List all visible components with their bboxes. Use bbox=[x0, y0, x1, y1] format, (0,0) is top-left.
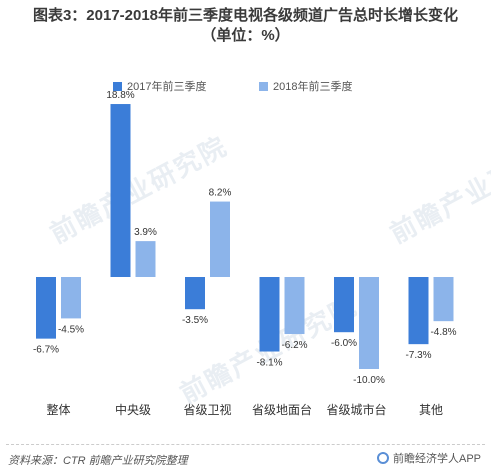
bar-2018-2 bbox=[210, 201, 230, 277]
legend-item-2017: 2017年前三季度 bbox=[113, 78, 206, 94]
source-note: 资料来源：CTR 前瞻产业研究院整理 bbox=[8, 455, 188, 467]
chart-title-line2: （单位：%） bbox=[201, 27, 290, 44]
bar-2018-5 bbox=[433, 277, 454, 322]
data-label-2018-1: 3.9% bbox=[134, 227, 157, 238]
bar-2018-4 bbox=[359, 277, 379, 369]
bar-chart: -6.7% -4.5% 整体 18.8% 3.9% 中央级 -3.5% 8.2% 省级卫视 -8.… bbox=[33, 90, 457, 417]
data-label-2018-0: -4.5% bbox=[58, 324, 84, 335]
data-label-2017-3: -8.1% bbox=[256, 358, 282, 369]
footer: 资料来源：CTR 前瞻产业研究院整理 前瞻经济学人APP bbox=[0, 444, 491, 474]
bar-2017-0 bbox=[36, 277, 56, 339]
bar-2017-2 bbox=[185, 277, 205, 310]
x-tick-label-0: 整体 bbox=[46, 402, 70, 417]
data-label-2017-5: -7.3% bbox=[405, 350, 431, 361]
legend-swatch-2018 bbox=[259, 81, 268, 91]
bar-2018-0 bbox=[61, 277, 81, 319]
data-label-2018-3: -6.2% bbox=[281, 340, 307, 351]
chart-title: 图表3：2017-2018年前三季度电视各级频道广告总时长增长变化 （单位：%） bbox=[0, 6, 491, 46]
footer-divider bbox=[6, 444, 485, 445]
bar-2018-1 bbox=[135, 241, 156, 277]
legend-swatch-2017 bbox=[113, 81, 122, 91]
chart-title-line1: 图表3：2017-2018年前三季度电视各级频道广告总时长增长变化 bbox=[32, 7, 459, 24]
legend-item-2018: 2018年前三季度 bbox=[259, 78, 352, 94]
x-tick-label-5: 其他 bbox=[419, 403, 443, 417]
data-label-2018-5: -4.8% bbox=[430, 327, 456, 338]
x-tick-label-2: 省级卫视 bbox=[183, 402, 231, 417]
x-tick-label-3: 省级地面台 bbox=[252, 402, 312, 417]
data-label-2017-1: 18.8% bbox=[106, 90, 134, 101]
data-label-2017-2: -3.5% bbox=[182, 315, 208, 326]
data-label-2018-2: 8.2% bbox=[209, 188, 232, 199]
brand-credit: 前瞻经济学人APP bbox=[376, 450, 481, 466]
bar-2017-3 bbox=[259, 277, 280, 352]
bar-2017-5 bbox=[408, 277, 429, 345]
bar-2018-3 bbox=[284, 277, 305, 335]
data-label-2017-4: -6.0% bbox=[331, 338, 357, 349]
x-tick-label-4: 省级城市台 bbox=[326, 402, 386, 417]
brand-logo-icon bbox=[376, 452, 389, 464]
data-label-2017-0: -6.7% bbox=[33, 345, 59, 356]
bar-2017-1 bbox=[110, 104, 131, 277]
x-tick-label-1: 中央级 bbox=[115, 402, 151, 417]
legend-label-2018: 2018年前三季度 bbox=[273, 81, 353, 93]
brand-label: 前瞻经济学人APP bbox=[392, 453, 481, 465]
data-label-2018-4: -10.0% bbox=[353, 375, 385, 386]
bar-2017-4 bbox=[334, 277, 354, 333]
legend-label-2017: 2017年前三季度 bbox=[127, 81, 207, 93]
